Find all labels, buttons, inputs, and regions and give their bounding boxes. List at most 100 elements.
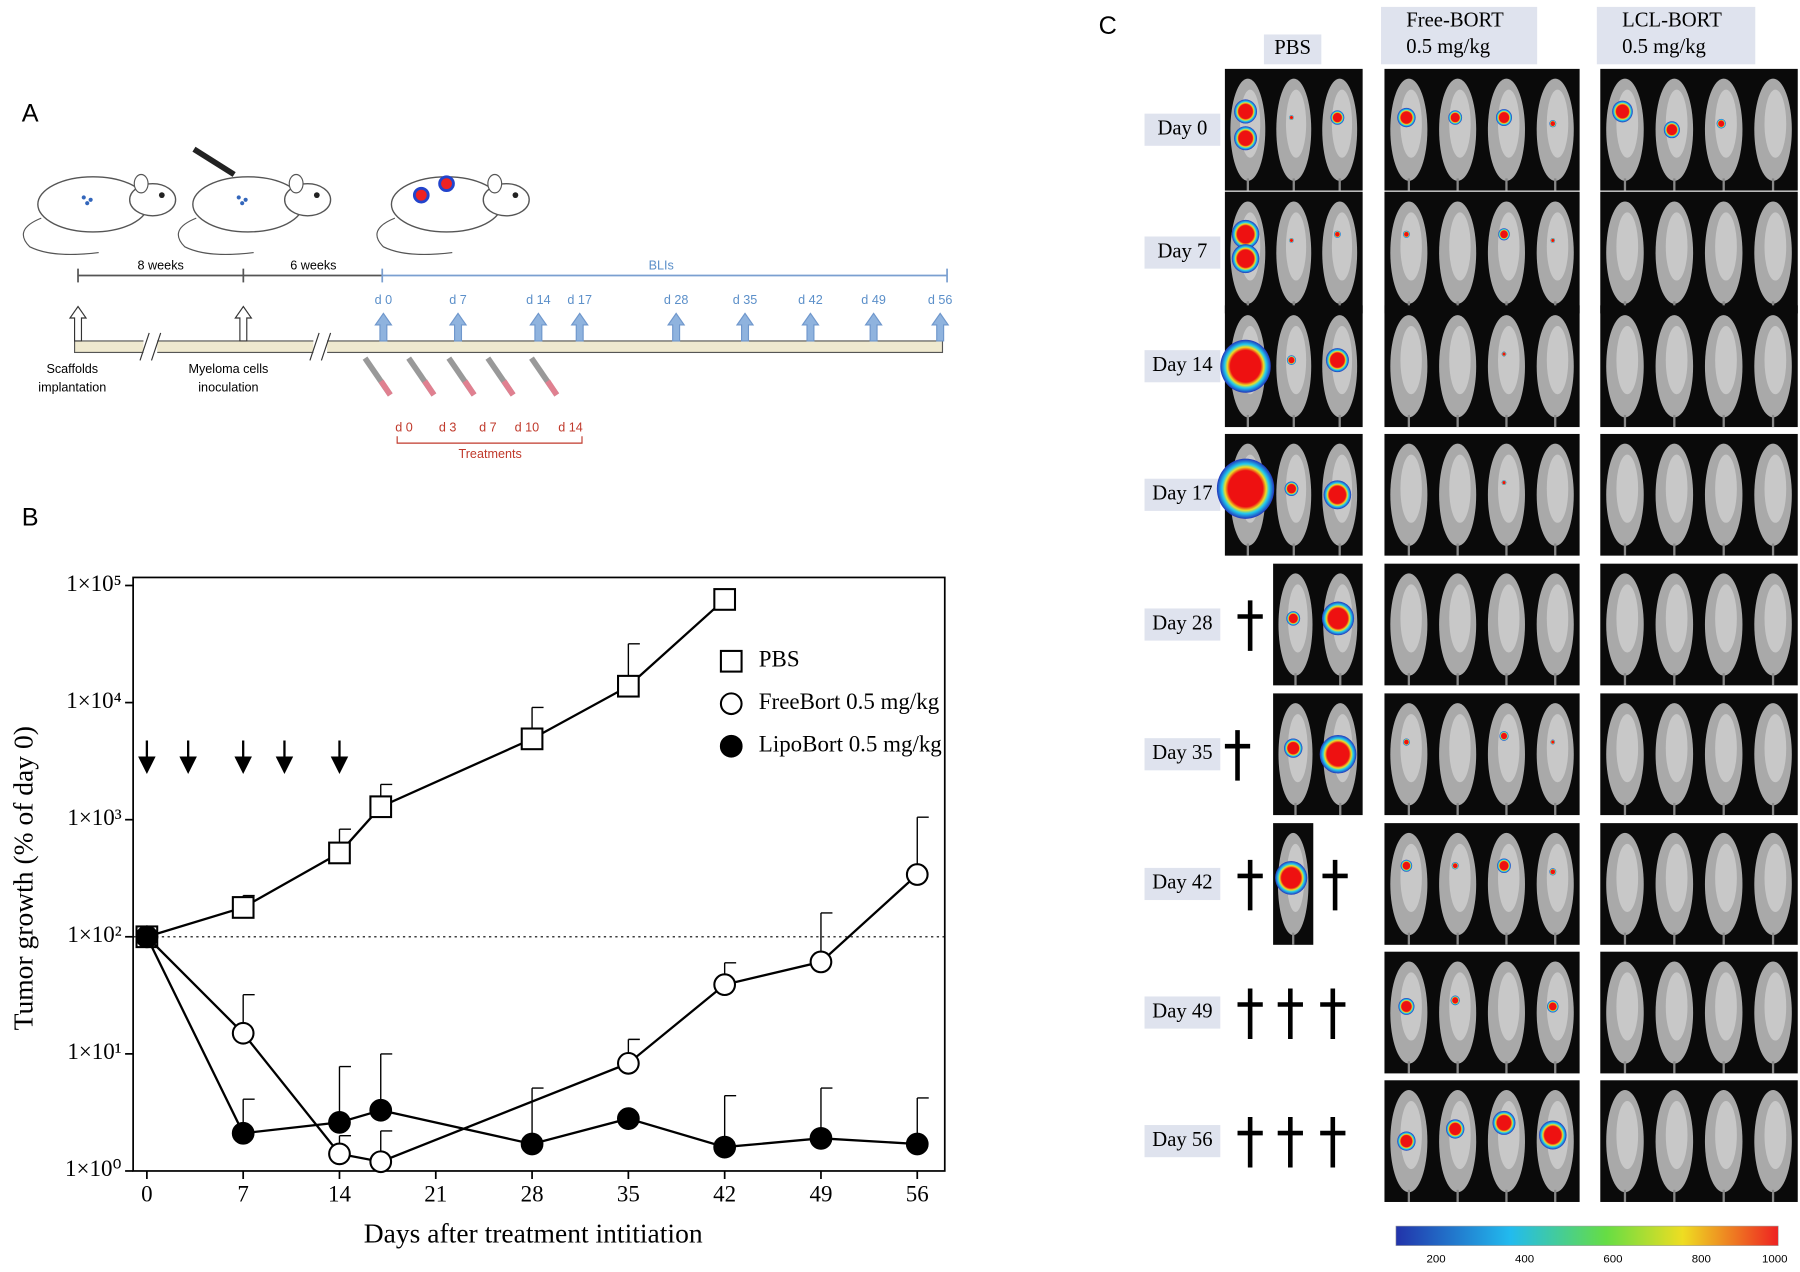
duration-label: 6 weeks <box>290 259 336 273</box>
treatment-day: d 14 <box>558 421 583 435</box>
row-label-box <box>1144 113 1221 146</box>
x-tick-label: 14 <box>328 1181 351 1206</box>
mouse-highlight <box>1400 584 1422 653</box>
mouse-highlight <box>1764 326 1787 395</box>
mouse-highlight <box>1665 326 1688 395</box>
event-label: implantation <box>38 380 106 394</box>
mouse-tail <box>177 217 254 256</box>
scaffold-dot <box>240 201 245 206</box>
mouse-highlight <box>1546 212 1569 281</box>
mouse-highlight <box>1764 212 1787 281</box>
data-point <box>617 674 640 698</box>
mouse-highlight <box>1616 454 1639 523</box>
mouse-highlight <box>1498 714 1520 783</box>
data-point <box>905 1132 929 1156</box>
mouse-eye <box>313 192 320 199</box>
death-cross <box>1277 1117 1303 1168</box>
data-point <box>713 973 737 997</box>
column-header: 0.5 mg/kg <box>1622 36 1706 58</box>
death-cross <box>1320 1117 1346 1168</box>
signal-blob <box>1275 861 1308 895</box>
mouse-highlight <box>1665 843 1688 912</box>
bli-arrow <box>374 312 393 342</box>
data-point <box>809 950 833 974</box>
mouse-highlight <box>1764 89 1787 158</box>
signal-blob <box>1501 480 1507 486</box>
mouse-highlight <box>1498 454 1520 523</box>
signal-blob <box>1550 739 1556 745</box>
x-tick-label: 28 <box>521 1181 544 1206</box>
treatment-dose <box>462 379 477 397</box>
data-point <box>617 1107 640 1130</box>
treatment-dose <box>545 379 560 397</box>
panel-b: B 1×10⁰ 1×10¹ 1×10² 1×10³ 1×10⁴ 1×10⁵ 0 7 14 21 28 3… <box>8 504 946 1249</box>
mouse-highlight <box>1546 714 1569 783</box>
mouse-highlight <box>1331 212 1353 281</box>
bli-arrow <box>529 312 548 342</box>
signal-blob <box>1497 858 1511 873</box>
bli-day: d 49 <box>861 293 886 307</box>
mouse-highlight <box>1331 89 1353 158</box>
mouse-highlight <box>1764 714 1787 783</box>
mouse-highlight <box>1546 326 1569 395</box>
signal-blob <box>1451 862 1459 870</box>
mouse-highlight <box>1616 584 1639 653</box>
mouse-highlight <box>1665 714 1688 783</box>
mouse-highlight <box>1400 714 1422 783</box>
treatment-arrow <box>138 740 156 775</box>
scaffold-dot <box>88 197 93 202</box>
legend-label: PBS <box>759 647 800 672</box>
syringe <box>192 146 236 177</box>
mouse-highlight <box>1665 1100 1688 1170</box>
panel-label: C <box>1099 12 1117 40</box>
signal-blob <box>1398 998 1415 1015</box>
signal-blob <box>1284 738 1303 758</box>
signal-blob <box>1446 1119 1465 1139</box>
treatment-dose <box>422 379 437 397</box>
legend-label: LipoBort 0.5 mg/kg <box>759 731 943 756</box>
death-cross <box>1224 730 1251 781</box>
signal-blob <box>1321 601 1355 636</box>
signal-blob <box>1289 115 1294 120</box>
colorbar-tick-label: 600 <box>1603 1253 1622 1265</box>
signal-blob <box>1397 107 1416 128</box>
data-point <box>905 863 929 886</box>
signal-blob <box>1400 859 1413 872</box>
death-cross <box>1237 1117 1263 1168</box>
bli-arrow <box>570 312 589 342</box>
signal-blob <box>1539 1120 1567 1150</box>
x-tick-label: 56 <box>906 1181 929 1206</box>
row-label: Day 14 <box>1152 354 1212 376</box>
event-arrow <box>234 305 253 342</box>
signal-blob <box>1612 100 1633 123</box>
signal-blob <box>1330 110 1345 125</box>
signal-blob <box>1450 995 1460 1006</box>
panel-c: C PBS Free-BORT 0.5 mg/kg LCL-BORT 0.5 mg/kg D… <box>1099 6 1798 1265</box>
signal-blob <box>1323 480 1352 510</box>
data-point <box>369 1150 393 1174</box>
signal-blob <box>1498 228 1510 241</box>
mouse-highlight <box>1665 212 1688 281</box>
death-cross <box>1237 600 1263 651</box>
data-point <box>231 1021 255 1045</box>
scaffold-dot <box>243 197 248 202</box>
data-point <box>520 1132 544 1156</box>
signal-blob <box>1547 1000 1559 1013</box>
bli-arrow <box>666 312 686 342</box>
data-point <box>369 1098 393 1122</box>
death-cross <box>1237 988 1263 1039</box>
mouse-eye <box>158 192 165 199</box>
mouse-highlight <box>1546 584 1569 653</box>
colorbar <box>1395 1225 1779 1246</box>
mouse-highlight <box>1715 212 1737 281</box>
event-label: Myeloma cells <box>188 362 268 376</box>
row-label: Day 28 <box>1152 612 1212 634</box>
scaffold-dot <box>236 195 241 200</box>
signal-blob <box>1231 219 1260 249</box>
treatment-arrow <box>275 740 294 775</box>
signal-blob <box>1716 118 1726 129</box>
bli-label: BLIs <box>649 259 674 273</box>
mouse-highlight <box>1715 584 1737 653</box>
mouse-highlight <box>1715 326 1737 395</box>
column-header: 0.5 mg/kg <box>1406 36 1490 58</box>
